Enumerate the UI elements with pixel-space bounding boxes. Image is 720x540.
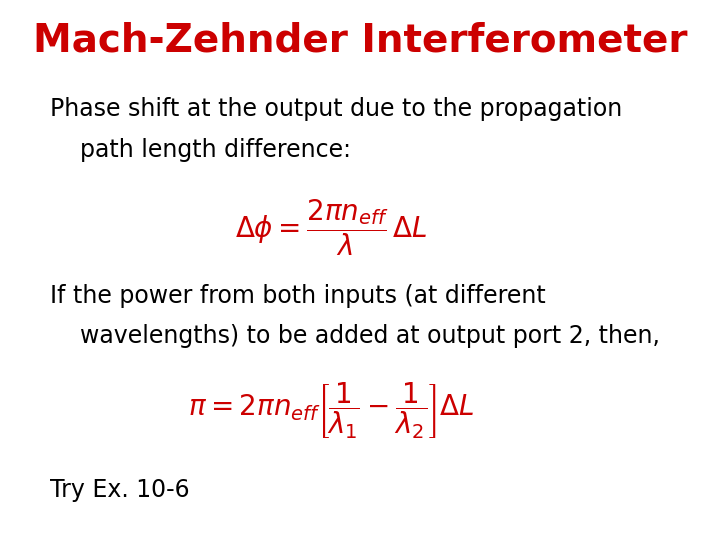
Text: Phase shift at the output due to the propagation: Phase shift at the output due to the pro… <box>50 97 623 121</box>
Text: wavelengths) to be added at output port 2, then,: wavelengths) to be added at output port … <box>50 324 660 348</box>
Text: Try Ex. 10-6: Try Ex. 10-6 <box>50 478 190 502</box>
Text: If the power from both inputs (at different: If the power from both inputs (at differ… <box>50 284 546 307</box>
Text: $\pi = 2\pi n_{eff}\left[\dfrac{1}{\lambda_1} - \dfrac{1}{\lambda_2}\right]\Delt: $\pi = 2\pi n_{eff}\left[\dfrac{1}{\lamb… <box>188 381 474 441</box>
Text: Mach-Zehnder Interferometer: Mach-Zehnder Interferometer <box>32 22 688 59</box>
Text: $\Delta\phi = \dfrac{2\pi n_{eff}}{\lambda}\,\Delta L$: $\Delta\phi = \dfrac{2\pi n_{eff}}{\lamb… <box>235 197 428 258</box>
Text: path length difference:: path length difference: <box>50 138 351 161</box>
